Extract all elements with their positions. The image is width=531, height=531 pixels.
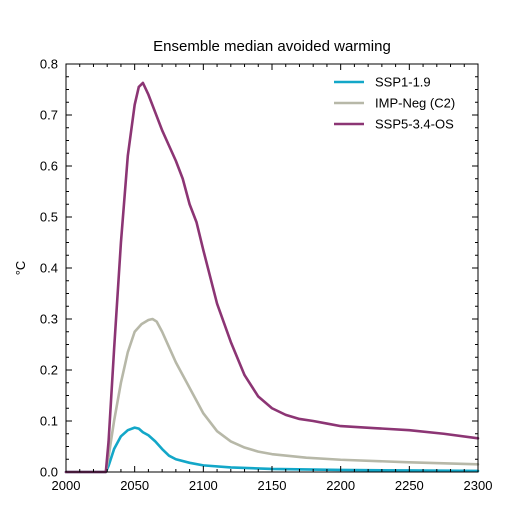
legend-label-2: IMP-Neg (C2) bbox=[375, 96, 455, 111]
plot-area: 2000 2050 2100 2150 2200 2250 2300 0.0 0.1 0.2 0.3… bbox=[40, 57, 493, 494]
x-tick-label: 2100 bbox=[189, 478, 218, 493]
legend-label-3: SSP5-3.4-OS bbox=[375, 117, 454, 132]
legend-label-1: SSP1-1.9 bbox=[375, 75, 431, 90]
y-tick-label: 0.4 bbox=[40, 261, 58, 276]
x-tick-label: 2300 bbox=[464, 478, 493, 493]
y-tick-label: 0.2 bbox=[40, 363, 58, 378]
x-tick-label: 2150 bbox=[258, 478, 287, 493]
y-tick-label: 0.3 bbox=[40, 312, 58, 327]
x-tick-label: 2050 bbox=[120, 478, 149, 493]
y-tick-label: 0.0 bbox=[40, 465, 58, 480]
y-tick-label: 0.6 bbox=[40, 159, 58, 174]
legend: SSP1-1.9 IMP-Neg (C2) SSP5-3.4-OS bbox=[334, 75, 455, 132]
y-tick-label: 0.8 bbox=[40, 57, 58, 72]
y-tick-label: 0.5 bbox=[40, 210, 58, 225]
x-tick-label: 2250 bbox=[395, 478, 424, 493]
x-tick-label: 2000 bbox=[52, 478, 81, 493]
x-tick-label: 2200 bbox=[326, 478, 355, 493]
series-line-3 bbox=[64, 81, 480, 474]
series-line-1 bbox=[64, 426, 480, 474]
series-line-2 bbox=[64, 317, 480, 474]
y-axis-label: °C bbox=[13, 261, 28, 276]
y-tick-label: 0.7 bbox=[40, 108, 58, 123]
chart-title: Ensemble median avoided warming bbox=[153, 38, 391, 55]
y-tick-label: 0.1 bbox=[40, 414, 58, 429]
